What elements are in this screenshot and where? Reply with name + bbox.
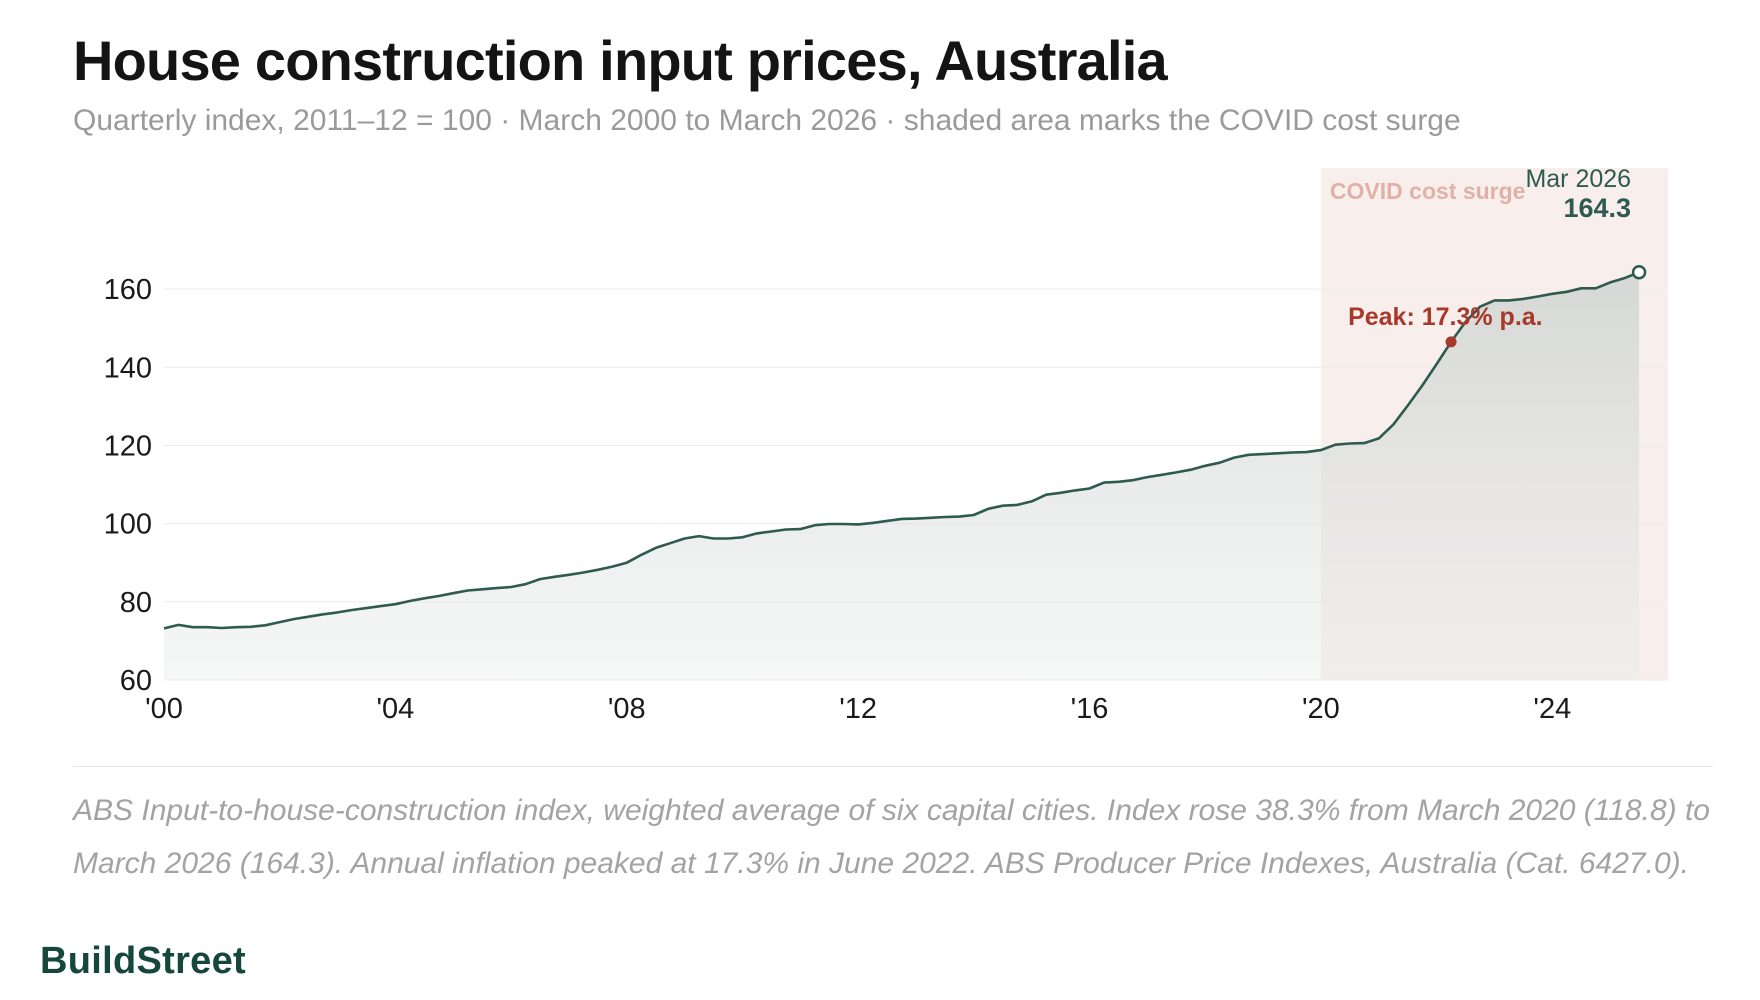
chart-title: House construction input prices, Austral… (73, 29, 1168, 92)
peak-marker (1445, 336, 1457, 348)
peak-label: Peak: 17.3% p.a. (1348, 303, 1543, 331)
y-tick-label-60: 60 (120, 665, 152, 697)
shaded-region-label: COVID cost surge (1330, 178, 1526, 204)
y-tick-label-80: 80 (120, 587, 152, 619)
series-area-fill (164, 272, 1640, 680)
y-tick-label-120: 120 (104, 430, 152, 462)
line-area-chart: 60 80 100 120 140 160 '00 '04 '08 '12 '16 '20 '24 CO… (104, 165, 1668, 725)
x-tick-label: '12 (839, 693, 877, 725)
x-tick-label: '00 (145, 693, 183, 725)
x-tick-label: '04 (376, 693, 414, 725)
footnote-divider (73, 766, 1713, 767)
x-tick-label: '20 (1302, 693, 1340, 725)
end-point-marker (1631, 265, 1647, 280)
footnote: ABS Input-to-house-construction index, w… (73, 794, 1710, 880)
end-value-label: 164.3 (1563, 193, 1631, 223)
y-tick-label-140: 140 (104, 352, 152, 384)
y-tick-label-100: 100 (104, 509, 152, 541)
series-line (163, 271, 1640, 630)
x-tick-label: '24 (1533, 693, 1571, 725)
x-tick-label: '08 (608, 693, 646, 725)
brand-logo: BuildStreet (40, 940, 246, 982)
x-tick-label: '16 (1071, 693, 1109, 725)
chart-subtitle: Quarterly index, 2011–12 = 100 · March 2… (73, 104, 1461, 137)
y-tick-label-160: 160 (104, 274, 152, 306)
end-date-label: Mar 2026 (1525, 165, 1631, 193)
